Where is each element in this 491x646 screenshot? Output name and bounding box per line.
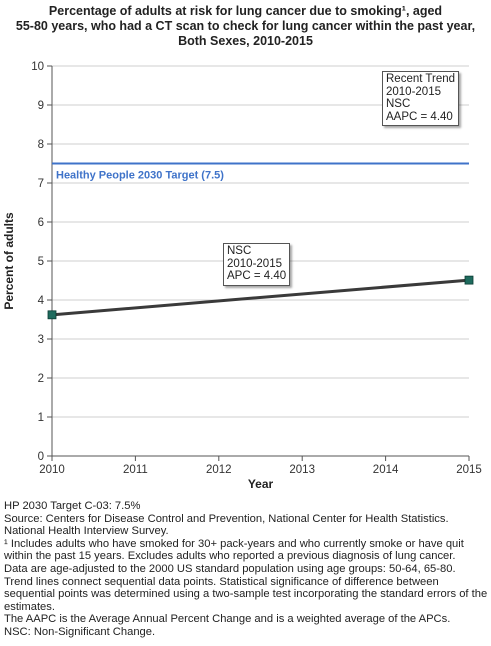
y-tick-label: 2 [38, 373, 44, 385]
y-tick-label: 4 [38, 295, 45, 307]
x-tick-label: 2010 [39, 464, 65, 476]
x-tick-label: 2011 [123, 464, 148, 476]
x-tick-label: 2013 [289, 464, 315, 476]
axes [47, 65, 470, 461]
chart-title-line-3: Both Sexes, 2010-2015 [178, 34, 313, 48]
data-point-marker [47, 310, 57, 320]
y-tick-label: 3 [38, 334, 44, 346]
footnotes: HP 2030 Target C-03: 7.5% Source: Center… [4, 500, 488, 639]
chart-title: Percentage of adults at risk for lung ca… [0, 4, 491, 49]
recent-trend-line-2: 2010-2015 [386, 85, 441, 98]
x-axis-title: Year [248, 477, 274, 491]
x-tick-label: 2012 [206, 464, 232, 476]
y-tick-label: 9 [38, 100, 44, 112]
chart-title-line-2: 55-80 years, who had a CT scan to check … [15, 19, 476, 33]
y-tick-label: 1 [38, 412, 44, 424]
y-tick-label: 8 [38, 139, 44, 151]
series-group [47, 275, 474, 320]
footnote-definition: ¹ Includes adults who have smoked for 30… [4, 537, 464, 563]
y-tick-label: 6 [38, 217, 44, 229]
recent-trend-line-1: Recent Trend [386, 73, 456, 85]
footnote-aapc: The AAPC is the Average Annual Percent C… [4, 613, 451, 626]
segment-annotation: NSC 2010-2015 APC = 4.40 [223, 243, 291, 286]
y-tick-label: 10 [31, 61, 44, 73]
target-line-group: Healthy People 2030 Target (7.5) [52, 162, 469, 182]
x-tick-label: 2014 [373, 464, 399, 476]
recent-trend-line-4: AAPC = 4.40 [386, 110, 453, 123]
footnote-age-adjust: Data are age-adjusted to the 2000 US sta… [4, 562, 456, 575]
recent-trend-annotation: Recent Trend 2010-2015 NSC AAPC = 4.40 [382, 71, 460, 126]
segment-line-1: NSC [227, 245, 252, 257]
footnote-trend-lines: Trend lines connect sequential data poin… [4, 575, 488, 613]
data-point-marker [464, 275, 474, 285]
axis-labels: 0 1 2 3 4 5 6 7 8 9 10 2010 2011 2012 2013 2014 2015 Year… [2, 61, 482, 491]
footnote-nsc: NSC: Non-Significant Change. [4, 625, 156, 638]
y-axis-title: Percent of adults [2, 212, 16, 310]
x-tick-label: 2015 [456, 464, 482, 476]
chart-title-line-1: Percentage of adults at risk for lung ca… [48, 4, 443, 18]
segment-line-3: APC = 4.40 [227, 270, 287, 282]
footnote-target: HP 2030 Target C-03: 7.5% [4, 500, 141, 512]
target-line-label: Healthy People 2030 Target (7.5) [56, 170, 224, 182]
segment-line-2: 2010-2015 [227, 257, 282, 270]
trend-line [51, 278, 470, 317]
recent-trend-line-3: NSC [386, 98, 411, 110]
y-tick-label: 5 [38, 256, 44, 268]
y-tick-label: 0 [38, 451, 44, 463]
footnote-source: Source: Centers for Disease Control and … [4, 512, 449, 538]
y-tick-label: 7 [38, 178, 44, 190]
